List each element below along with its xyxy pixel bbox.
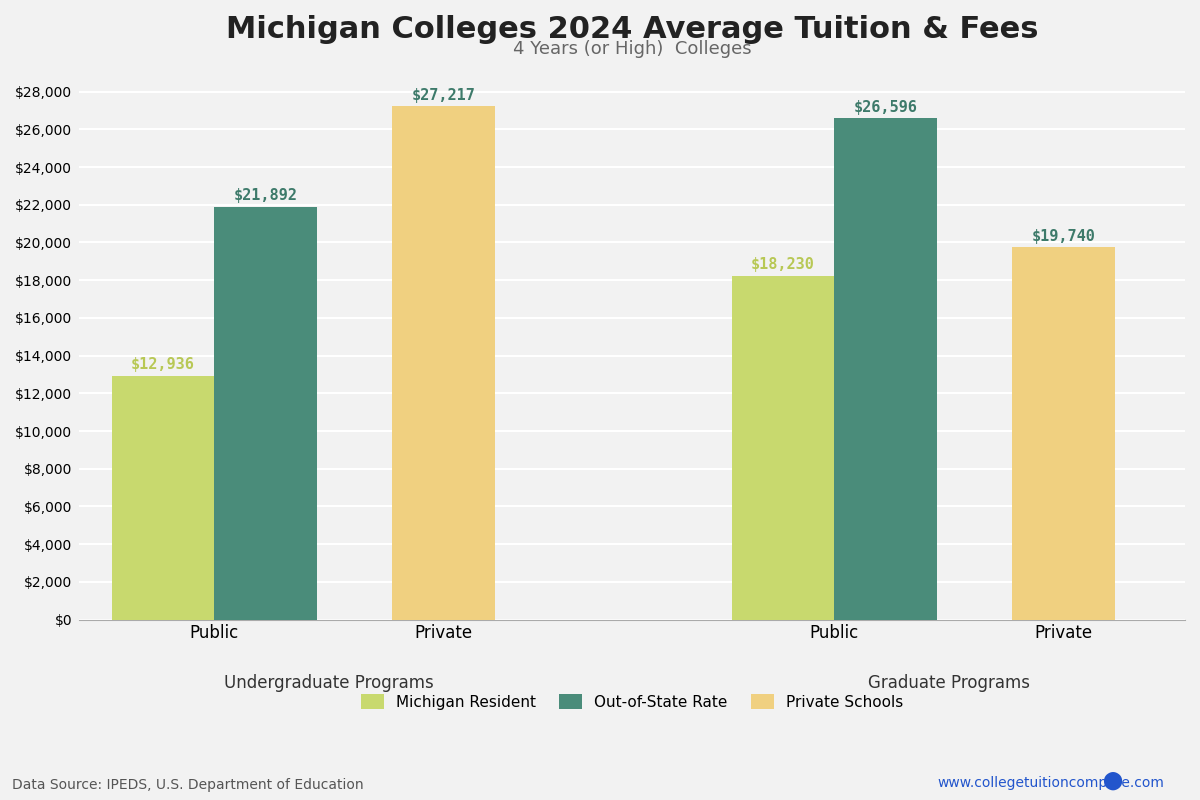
- Text: $18,230: $18,230: [751, 258, 815, 273]
- Text: $27,217: $27,217: [412, 88, 475, 103]
- Text: ⬤: ⬤: [1102, 771, 1122, 790]
- Text: Undergraduate Programs: Undergraduate Programs: [223, 674, 433, 692]
- Text: Graduate Programs: Graduate Programs: [868, 674, 1030, 692]
- Legend: Michigan Resident, Out-of-State Rate, Private Schools: Michigan Resident, Out-of-State Rate, Pr…: [355, 688, 910, 716]
- Bar: [112, 376, 214, 619]
- Text: 4 Years (or High)  Colleges: 4 Years (or High) Colleges: [512, 39, 751, 58]
- Text: $19,740: $19,740: [1032, 229, 1096, 244]
- Title: Michigan Colleges 2024 Average Tuition & Fees: Michigan Colleges 2024 Average Tuition &…: [226, 15, 1038, 44]
- Text: Data Source: IPEDS, U.S. Department of Education: Data Source: IPEDS, U.S. Department of E…: [12, 778, 364, 792]
- Text: $21,892: $21,892: [233, 188, 298, 203]
- Bar: [834, 118, 937, 619]
- Text: $12,936: $12,936: [131, 358, 194, 372]
- Text: www.collegetuitioncompare.com: www.collegetuitioncompare.com: [937, 776, 1164, 790]
- Bar: [1013, 247, 1115, 619]
- Bar: [214, 206, 317, 619]
- Bar: [392, 106, 494, 619]
- Bar: [732, 276, 834, 619]
- Text: $26,596: $26,596: [853, 100, 918, 114]
